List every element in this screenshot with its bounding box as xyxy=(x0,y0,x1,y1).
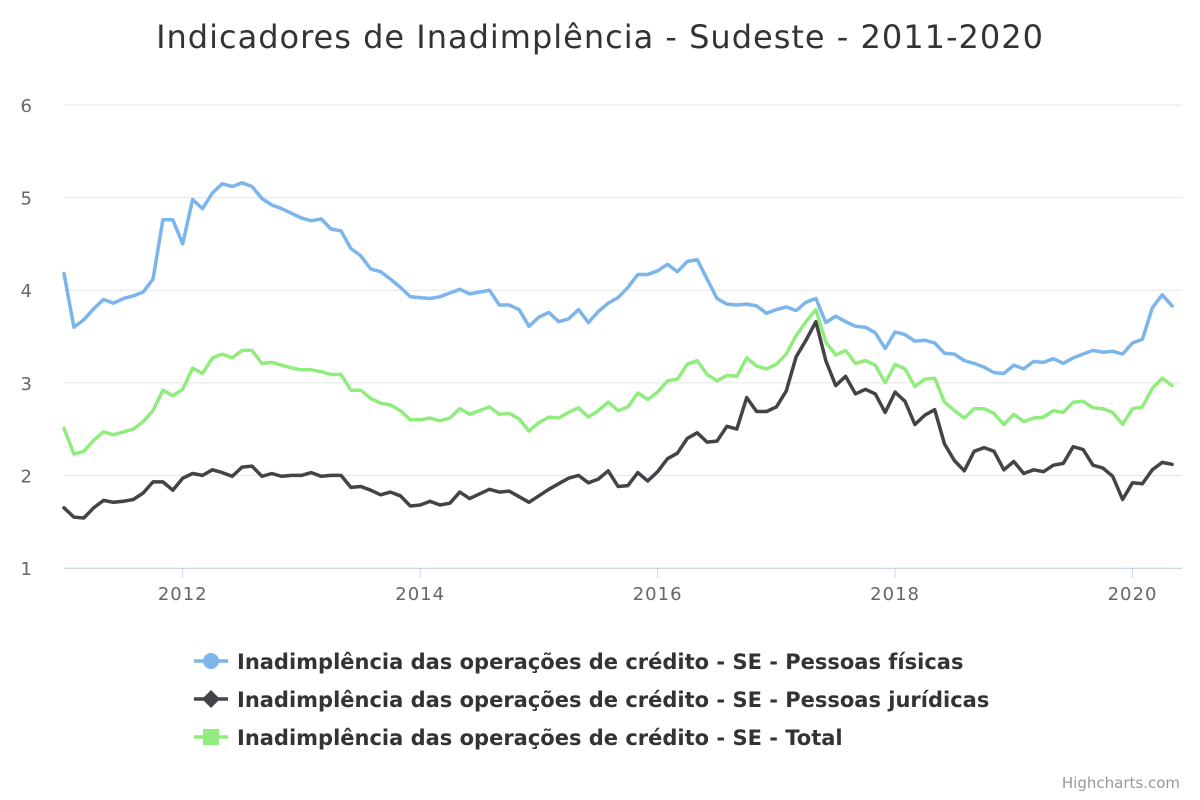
legend-label: Inadimplência das operações de crédito -… xyxy=(237,726,843,750)
series-line-3[interactable] xyxy=(62,307,1174,456)
y-tick-label: 1 xyxy=(21,559,32,580)
legend-item-3[interactable]: Inadimplência das operações de crédito -… xyxy=(194,726,843,750)
legend-label: Inadimplência das operações de crédito -… xyxy=(237,688,989,712)
x-tick-label: 2014 xyxy=(395,584,445,605)
series-layer xyxy=(62,181,1174,520)
grid: 1 2 3 4 5 6 xyxy=(21,96,1182,580)
x-tick-label: 2012 xyxy=(158,584,208,605)
legend: Inadimplência das operações de crédito -… xyxy=(194,650,989,750)
legend-label: Inadimplência das operações de crédito -… xyxy=(237,650,963,674)
legend-square-marker xyxy=(203,729,219,745)
legend-circle-marker xyxy=(203,653,219,669)
y-tick-label: 4 xyxy=(21,281,32,302)
x-tick-label: 2020 xyxy=(1108,584,1158,605)
y-tick-label: 6 xyxy=(21,96,32,117)
x-tick-label: 2018 xyxy=(870,584,920,605)
x-axis: 2012 2014 2016 2018 2020 xyxy=(64,568,1182,605)
legend-diamond-marker xyxy=(202,690,220,708)
series-line-2[interactable] xyxy=(62,319,1174,520)
y-tick-label: 3 xyxy=(21,374,32,395)
legend-item-2[interactable]: Inadimplência das operações de crédito -… xyxy=(194,688,989,712)
x-tick-label: 2016 xyxy=(633,584,683,605)
credits-text[interactable]: Highcharts.com xyxy=(1062,774,1180,792)
y-tick-label: 2 xyxy=(21,466,32,487)
legend-item-1[interactable]: Inadimplência das operações de crédito -… xyxy=(194,650,963,674)
series-line-1[interactable] xyxy=(62,181,1174,376)
y-tick-label: 5 xyxy=(21,189,32,210)
chart-title: Indicadores de Inadimplência - Sudeste -… xyxy=(156,18,1044,56)
